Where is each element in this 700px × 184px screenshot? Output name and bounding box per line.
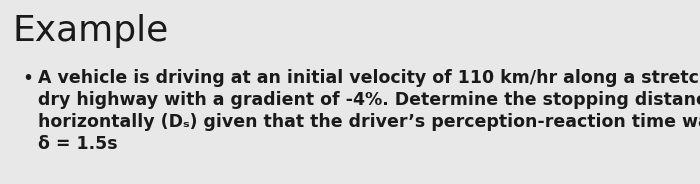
Text: Example: Example bbox=[12, 14, 168, 48]
Text: δ = 1.5s: δ = 1.5s bbox=[38, 135, 118, 153]
Text: •: • bbox=[22, 69, 33, 88]
Text: horizontally (Dₛ) given that the driver’s perception-reaction time was: horizontally (Dₛ) given that the driver’… bbox=[38, 113, 700, 131]
Text: A vehicle is driving at an initial velocity of 110 km/hr along a stretch of: A vehicle is driving at an initial veloc… bbox=[38, 69, 700, 87]
Text: dry highway with a gradient of -4%. Determine the stopping distance: dry highway with a gradient of -4%. Dete… bbox=[38, 91, 700, 109]
